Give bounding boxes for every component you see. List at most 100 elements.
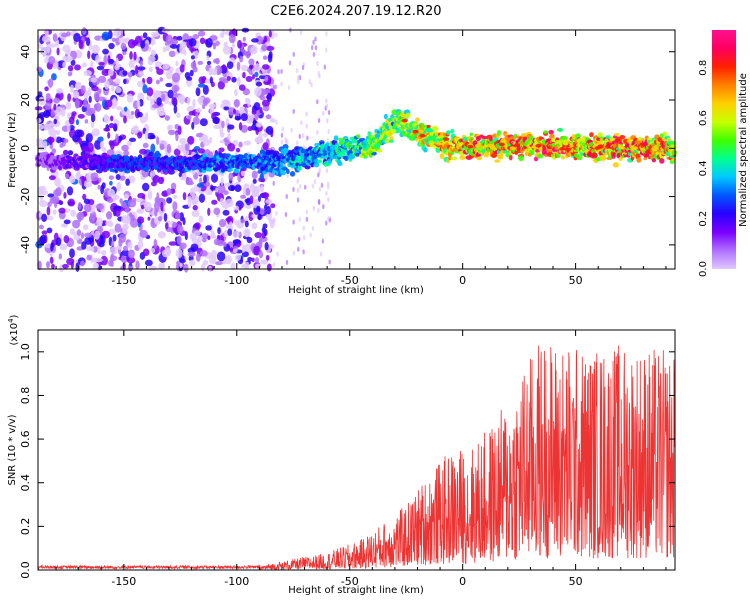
spectrogram-noise-blob [217, 80, 225, 90]
spectrogram-peak-cell [474, 143, 481, 148]
spectrogram-noise-blob [152, 174, 160, 184]
spectrogram-noise-blob [251, 213, 259, 219]
spectrogram-noise-blob [40, 234, 47, 245]
spectrogram-noise-blob [78, 137, 83, 145]
spectrogram-noise-blob [286, 172, 289, 178]
spectrogram-noise-blob [156, 97, 162, 106]
spectrogram-signal-cell [659, 158, 665, 164]
spectrogram-signal-cell [304, 165, 311, 170]
spectrogram-peak-cell [618, 145, 625, 149]
spectrogram-noise-blob [314, 45, 318, 51]
spectrogram-noise-blob [187, 115, 192, 120]
spectrogram-chirp-cell [377, 139, 382, 143]
spectrogram-noise-blob [94, 230, 100, 240]
spectrogram-noise-blob [105, 220, 109, 226]
spectrogram-noise-blob [262, 64, 270, 70]
spectrogram-noise-blob [217, 184, 226, 194]
spectrogram-signal-cell [233, 168, 240, 174]
snr-y-tick-label: 0.4 [19, 474, 32, 492]
spectrogram-noise-blob [162, 63, 170, 70]
spectrogram-noise-blob [74, 98, 80, 109]
spectrogram-noise-blob [217, 227, 221, 235]
spectrogram-noise-blob [81, 175, 85, 186]
spectrogram-noise-blob [150, 247, 156, 254]
spectrogram-noise-blob [275, 119, 278, 125]
spectrogram-noise-blob [171, 72, 181, 83]
spectrogram-noise-blob [136, 208, 142, 214]
spectrogram-noise-blob [209, 255, 217, 265]
spectrogram-noise-blob [84, 232, 92, 238]
spectrogram-noise-blob [222, 79, 229, 84]
spectrogram-noise-blob [245, 204, 252, 210]
spectrogram-x-tick-label: 0 [459, 274, 466, 287]
spectrogram-signal-cell [326, 145, 331, 152]
spectrogram-noise-blob [327, 184, 330, 190]
spectrogram-signal-cell [599, 139, 603, 146]
spectrogram-noise-blob [132, 197, 137, 203]
spectrogram-noise-blob [99, 141, 105, 149]
spectrogram-noise-blob [150, 181, 157, 187]
spectrogram-noise-blob [254, 63, 261, 73]
spectrogram-noise-blob [234, 219, 241, 226]
spectrogram-noise-blob [111, 37, 117, 42]
spectrogram-noise-blob [169, 43, 179, 49]
spectrogram-noise-blob [90, 77, 98, 83]
spectrogram-noise-blob [320, 182, 324, 188]
spectrogram-signal-cell [383, 113, 388, 120]
spectrogram-noise-blob [179, 64, 185, 73]
spectrogram-y-label: Frequency (Hz) [7, 112, 18, 188]
spectrogram-signal-cell [367, 131, 372, 136]
spectrogram-signal-cell [177, 155, 183, 160]
spectrogram-noise-blob [233, 108, 237, 115]
spectrogram-noise-blob [318, 73, 321, 79]
spectrogram-noise-blob [239, 55, 244, 63]
spectrogram-noise-blob [286, 139, 289, 145]
spectrogram-noise-blob [175, 248, 183, 258]
spectrogram-noise-blob [191, 121, 195, 130]
spectrogram-noise-blob [214, 261, 223, 266]
spectrogram-noise-blob [203, 174, 207, 184]
spectrogram-peak-cell [652, 146, 659, 151]
spectrogram-noise-blob [225, 217, 232, 222]
spectrogram-noise-blob [244, 261, 250, 270]
spectrogram-noise-blob [77, 169, 81, 177]
spectrogram-noise-blob [319, 251, 323, 257]
spectrogram-peak-cell [597, 144, 604, 148]
spectrogram-noise-blob [97, 249, 101, 255]
spectrogram-noise-blob [127, 249, 135, 259]
spectrogram-noise-blob [73, 32, 81, 43]
spectrogram-noise-blob [102, 48, 109, 55]
spectrogram-noise-blob [163, 212, 168, 222]
spectrogram-chirp-cell [368, 147, 373, 151]
spectrogram-noise-blob [108, 68, 114, 77]
spectrogram-noise-blob [103, 127, 111, 132]
spectrogram-noise-blob [166, 197, 173, 204]
spectrogram-noise-blob [38, 185, 47, 191]
spectrogram-noise-blob [251, 109, 257, 115]
spectrogram-noise-blob [249, 195, 254, 205]
spectrogram-signal-cell [314, 142, 320, 147]
spectrogram-noise-blob [218, 219, 227, 228]
spectrogram-peak-cell [630, 146, 637, 151]
spectrogram-noise-blob [150, 31, 160, 38]
spectrogram-noise-blob [114, 64, 120, 71]
spectrogram-noise-blob [106, 211, 113, 220]
spectrogram-noise-blob [127, 241, 133, 250]
spectrogram-noise-blob [165, 44, 171, 51]
spectrogram-noise-blob [192, 205, 198, 211]
snr-series-line [38, 345, 676, 571]
spectrogram-noise-blob [122, 51, 127, 56]
spectrogram-noise-blob [237, 76, 241, 87]
spectrogram-noise-blob [88, 214, 96, 224]
spectrogram-noise-blob [224, 254, 232, 265]
spectrogram-noise-blob [53, 97, 60, 104]
spectrogram-noise-blob [207, 207, 211, 217]
spectrogram-y-tick-label: -20 [19, 188, 32, 206]
spectrogram-noise-blob [296, 187, 300, 193]
spectrogram-noise-blob [241, 251, 249, 258]
colorbar-label: Normalized spectral amplitude [738, 73, 749, 227]
spectrogram-noise-blob [87, 87, 92, 97]
spectrogram-noise-blob [156, 136, 160, 146]
spectrogram-noise-blob [261, 44, 268, 52]
spectrogram-noise-blob [251, 257, 255, 263]
